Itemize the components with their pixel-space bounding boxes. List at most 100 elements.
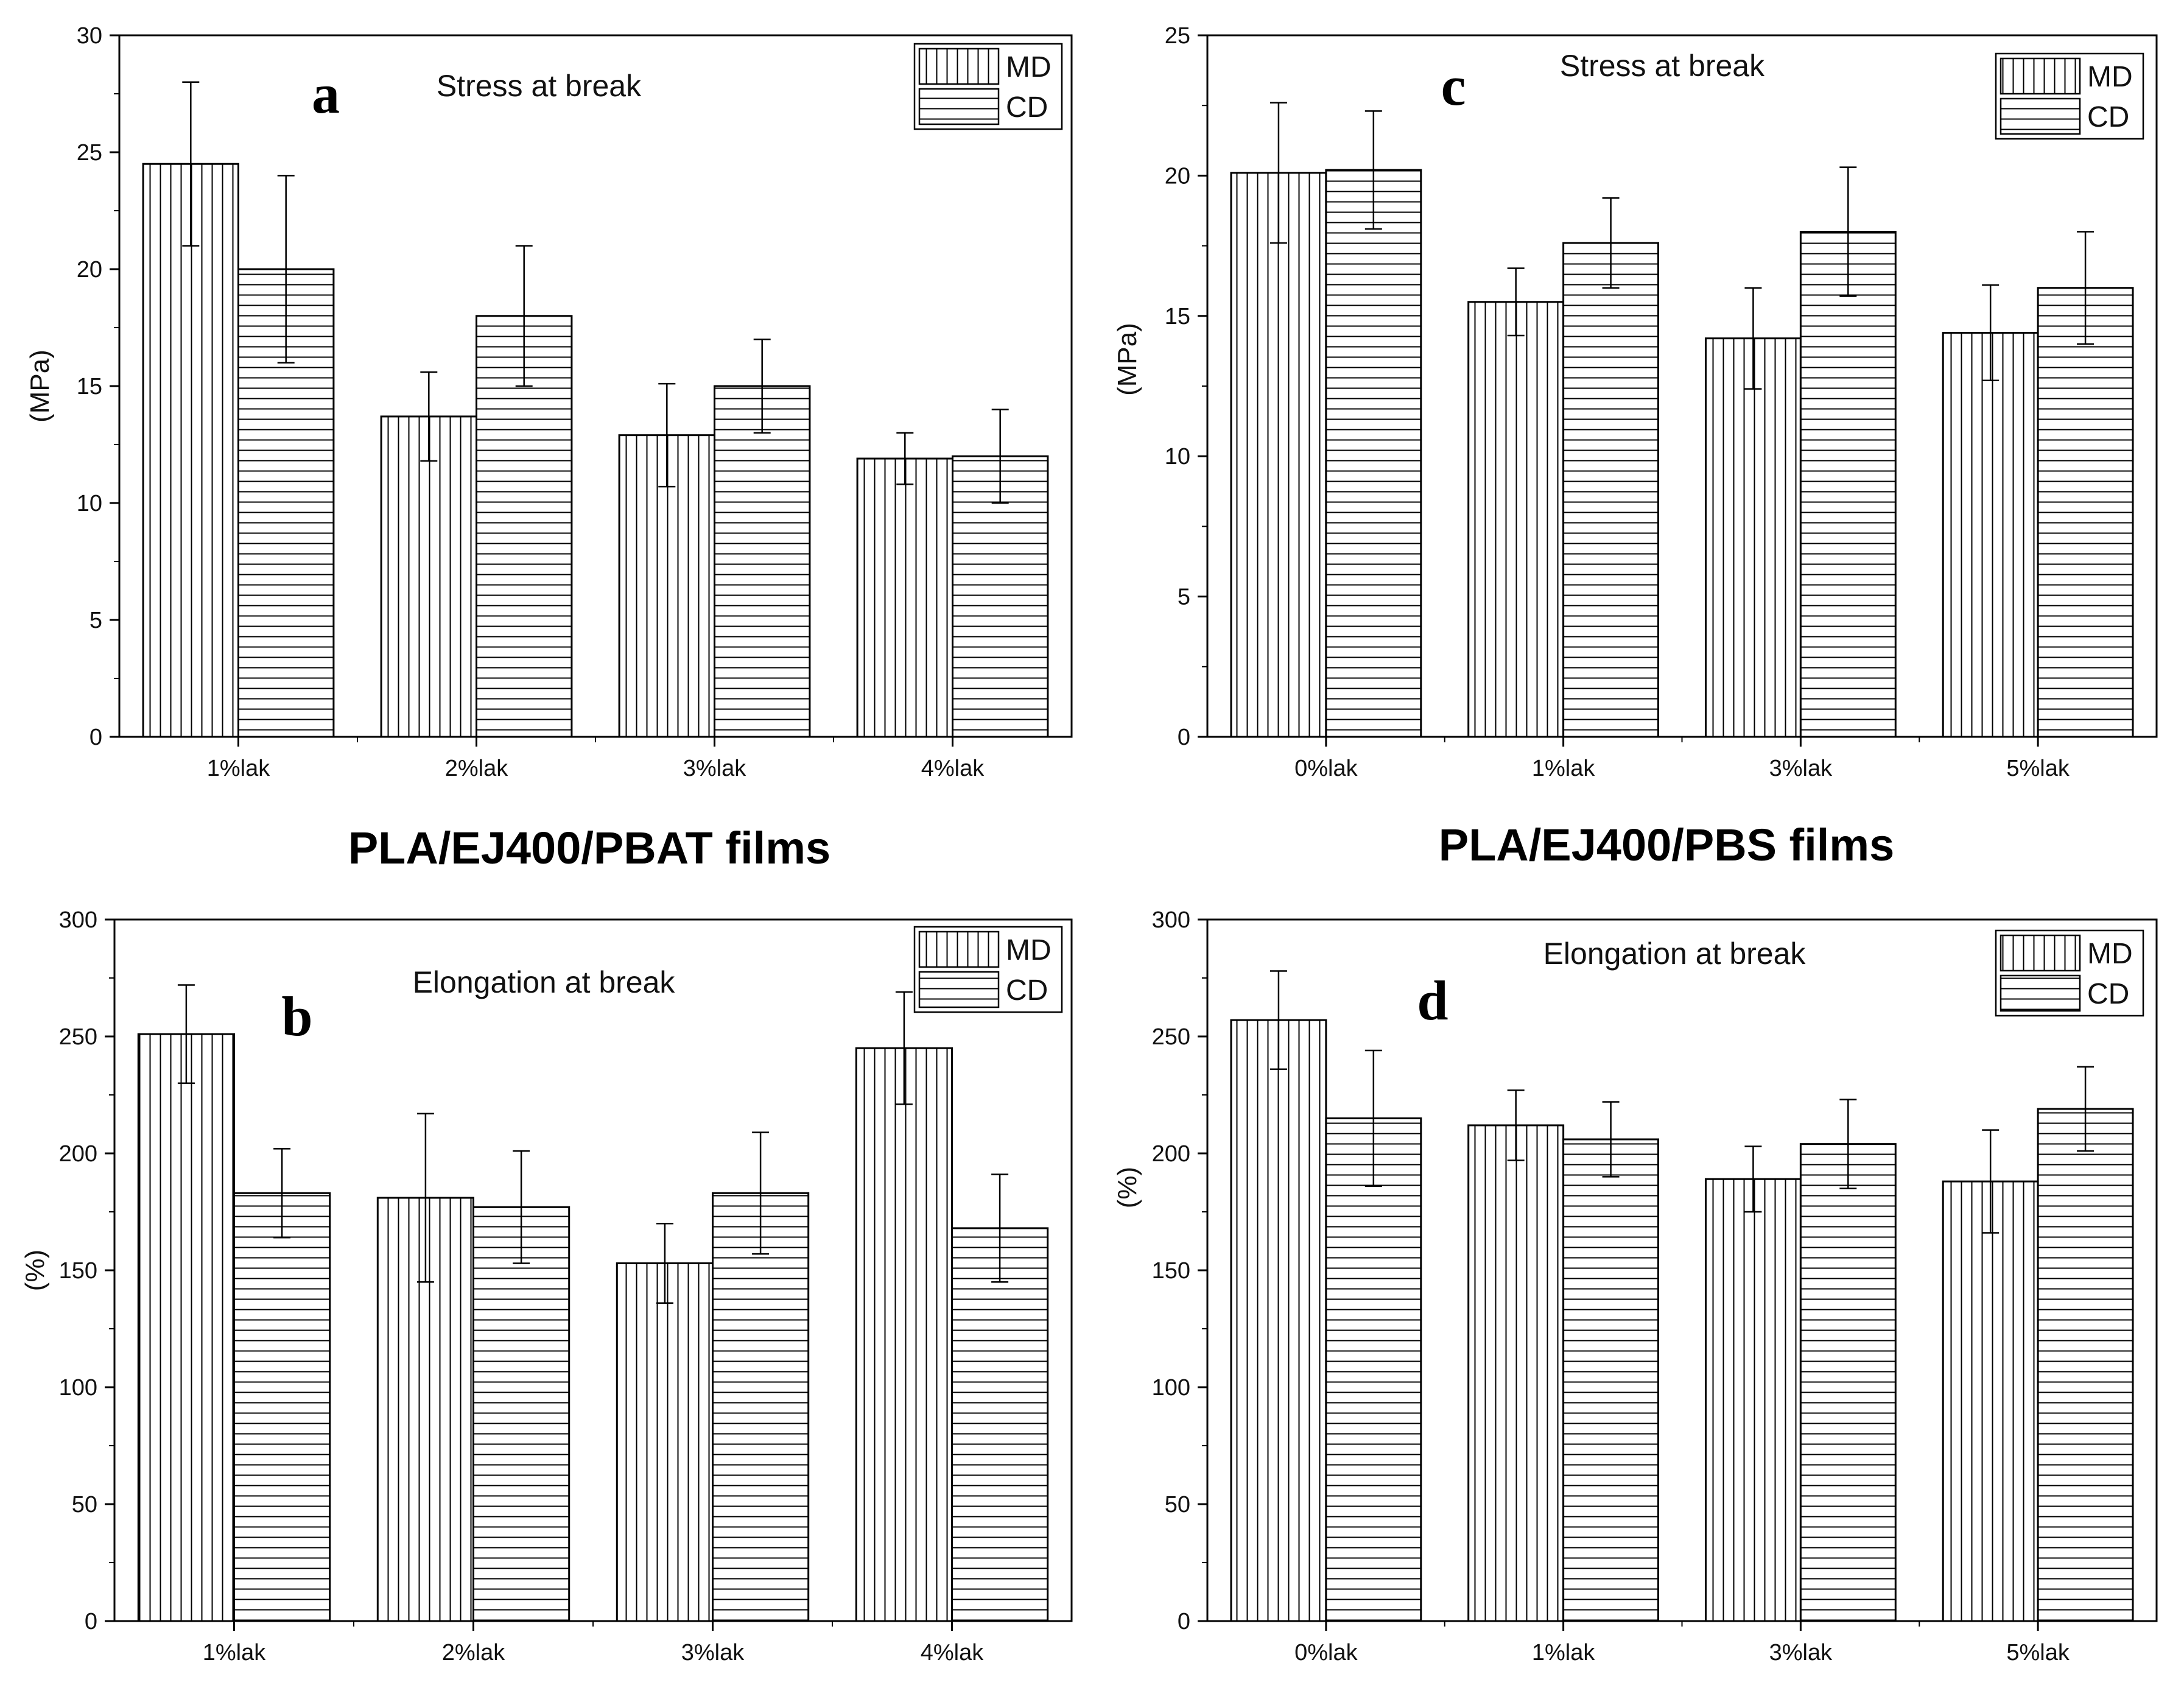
y-axis-title: (MPa) <box>25 350 55 423</box>
bar-cd <box>1325 1117 1422 1622</box>
legend-swatch-cd <box>2000 974 2081 1012</box>
legend-swatch-md <box>918 47 1000 85</box>
y-axis-title: (%) <box>20 1250 50 1291</box>
bar-md <box>616 1262 714 1622</box>
chart-panel-c: 0 5 10 15 20 25 (MPa) Stress at break c 0%lak 1%la… <box>1112 23 2158 781</box>
legend: MD CD <box>1995 52 2144 140</box>
bar-cd <box>2037 1108 2134 1622</box>
chart-title: Elongation at break <box>413 965 676 999</box>
x-tick-label: 3%lak <box>1769 1640 1833 1666</box>
y-axis-title: (MPa) <box>1112 323 1142 396</box>
x-tick-label: 1%lak <box>1532 1640 1595 1666</box>
x-tick-label: 1%lak <box>207 756 270 781</box>
y-tick-label: 250 <box>1152 1024 1190 1050</box>
y-tick-label: 100 <box>59 1375 97 1401</box>
bar-md <box>1467 301 1565 738</box>
legend-label-cd: CD <box>2087 978 2129 1010</box>
y-tick-label: 250 <box>59 1024 97 1050</box>
bar-md <box>1230 172 1327 738</box>
y-tick-label: 0 <box>1178 1609 1190 1634</box>
legend-label-cd: CD <box>1006 974 1048 1007</box>
legend-label-md: MD <box>2087 61 2133 93</box>
y-tick-label: 100 <box>1152 1375 1190 1401</box>
x-tick-label: 1%lak <box>1532 756 1595 781</box>
y-tick-label: 150 <box>1152 1258 1190 1284</box>
y-tick-label: 200 <box>1152 1141 1190 1167</box>
bar-cd <box>472 1206 571 1622</box>
bar-md <box>1467 1124 1565 1622</box>
y-tick-label: 25 <box>1165 23 1190 49</box>
x-tick-label: 2%lak <box>442 1640 505 1666</box>
y-tick-label: 10 <box>1165 444 1190 470</box>
bar-md <box>142 163 239 738</box>
bar-cd <box>1799 231 1897 738</box>
legend-label-md: MD <box>1006 51 1052 83</box>
x-tick-label: 5%lak <box>2006 1640 2070 1666</box>
legend-swatch-cd <box>918 971 1000 1008</box>
y-tick-label: 300 <box>1152 907 1190 933</box>
y-tick-label: 20 <box>77 257 102 283</box>
legend-label-md: MD <box>2087 938 2133 970</box>
x-tick-label: 4%lak <box>921 756 985 781</box>
y-tick-label: 0 <box>85 1609 97 1634</box>
y-tick-label: 0 <box>90 725 102 750</box>
x-tick-label: 4%lak <box>921 1640 984 1666</box>
x-tick-label: 5%lak <box>2006 756 2070 781</box>
y-tick-label: 5 <box>1178 585 1190 610</box>
y-tick-label: 25 <box>77 140 102 166</box>
y-tick-label: 10 <box>77 491 102 516</box>
bar-md <box>1704 337 1802 738</box>
panel-letter: b <box>281 985 312 1047</box>
y-tick-label: 20 <box>1165 163 1190 189</box>
x-tick-label: 3%lak <box>681 1640 745 1666</box>
chart-title: Stress at break <box>437 69 642 103</box>
y-axis-title: (%) <box>1112 1167 1142 1208</box>
chart-panel-d: 0 50 100 150 200 250 300 (%) Elongation at break… <box>1112 907 2158 1666</box>
legend-swatch-md <box>2000 934 2081 972</box>
bar-md <box>856 457 953 738</box>
bar-md <box>1942 1180 2039 1622</box>
x-tick-label: 2%lak <box>445 756 508 781</box>
chart-panel-b: 0 50 100 150 200 250 300 (%) Elongation at break… <box>20 907 1073 1666</box>
panel-letter: c <box>1441 55 1466 117</box>
y-tick-label: 15 <box>77 374 102 399</box>
bar-cd <box>2037 287 2134 738</box>
bar-md <box>1704 1178 1802 1622</box>
legend: MD CD <box>913 926 1063 1013</box>
legend: MD CD <box>1995 929 2144 1017</box>
group-title-pbat: PLA/EJ400/PBAT films <box>348 823 830 873</box>
chart-title: Elongation at break <box>1543 937 1807 971</box>
legend-swatch-cd <box>2000 97 2081 135</box>
y-tick-label: 15 <box>1165 304 1190 329</box>
bar-cd <box>1799 1143 1897 1622</box>
x-tick-label: 3%lak <box>1769 756 1833 781</box>
bar-md <box>137 1033 235 1622</box>
legend-label-md: MD <box>1006 934 1052 966</box>
x-tick-label: 0%lak <box>1294 1640 1358 1666</box>
y-tick-label: 300 <box>59 907 97 933</box>
legend-swatch-md <box>2000 57 2081 95</box>
legend-label-cd: CD <box>2087 101 2129 133</box>
bar-cd <box>233 1192 331 1622</box>
bar-md <box>855 1047 953 1622</box>
bar-cd <box>951 1227 1049 1622</box>
bar-cd <box>1562 242 1660 738</box>
bar-md <box>1230 1019 1327 1622</box>
group-title-pbs: PLA/EJ400/PBS films <box>1439 820 1895 870</box>
y-tick-label: 0 <box>1178 725 1190 750</box>
y-tick-label: 30 <box>77 23 102 49</box>
y-tick-label: 200 <box>59 1141 97 1167</box>
bar-cd <box>1562 1138 1660 1622</box>
bar-cd <box>714 385 811 738</box>
bar-md <box>380 415 477 738</box>
y-tick-label: 50 <box>1165 1492 1190 1518</box>
x-tick-label: 3%lak <box>683 756 746 781</box>
y-tick-label: 150 <box>59 1258 97 1284</box>
bar-cd <box>1325 169 1422 738</box>
y-tick-label: 50 <box>72 1492 97 1518</box>
x-tick-label: 1%lak <box>203 1640 266 1666</box>
y-tick-label: 5 <box>90 608 102 633</box>
chart-title: Stress at break <box>1560 49 1765 83</box>
legend-swatch-md <box>918 930 1000 968</box>
